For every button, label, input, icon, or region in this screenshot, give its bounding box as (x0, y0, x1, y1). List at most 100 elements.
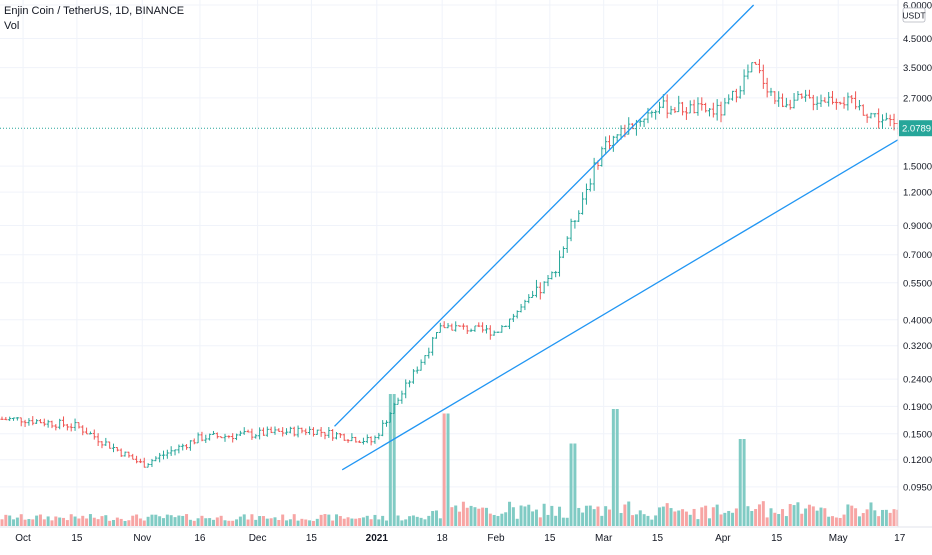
volume-bar (688, 514, 692, 526)
volume-bar (35, 515, 39, 526)
price-axis[interactable]: 6.0000 4.5000 3.5000 2.7000 1.5000 1.2000 0.90… (897, 0, 932, 550)
volume-bar (608, 509, 612, 526)
volume-bar (154, 514, 158, 526)
trendlines[interactable] (334, 4, 932, 471)
volume-bar (723, 512, 727, 526)
volume-bar (692, 508, 696, 526)
time-tick-label: Mar (595, 533, 613, 544)
volume-bar (477, 508, 481, 526)
volume-bar (746, 506, 750, 526)
volume-bar (584, 505, 588, 526)
time-tick-label: 15 (771, 533, 783, 544)
volume-bar (588, 505, 592, 526)
volume-bar (138, 518, 142, 526)
volume-bar (58, 517, 62, 526)
price-tick-label: 0.4000 (903, 315, 932, 326)
volume-bar (335, 514, 339, 526)
volume-bar (81, 515, 85, 526)
volume-bar (504, 512, 508, 526)
volume-bar (773, 512, 777, 526)
volume-bar (77, 518, 81, 526)
symbol-title[interactable]: Enjin Coin / TetherUS, 1D, BINANCE (4, 5, 185, 17)
volume-bar (727, 510, 731, 526)
volume-bar (173, 517, 177, 526)
volume-bar (177, 515, 181, 526)
volume-bar (112, 519, 116, 526)
chart-legend: Enjin Coin / TetherUS, 1D, BINANCE Vol (4, 4, 184, 34)
volume-bar (338, 516, 342, 526)
volume-bar (331, 520, 335, 526)
volume-bar (600, 515, 604, 526)
volume-bar (527, 504, 531, 526)
price-axis-bg (898, 0, 932, 550)
volume-bar (188, 519, 192, 526)
volume-bar (62, 517, 66, 526)
volume-bar (815, 510, 819, 526)
time-tick-label: 15 (71, 533, 83, 544)
time-tick-label: 15 (544, 533, 556, 544)
price-tick-label: 0.7000 (903, 250, 932, 261)
volume-bar (784, 516, 788, 526)
volume-bar (92, 517, 96, 526)
volume-bar (142, 520, 146, 526)
volume-bar (446, 413, 450, 526)
volume-bar (354, 518, 358, 526)
volume-bar (581, 512, 585, 526)
volume-bar (508, 501, 512, 526)
volume-bar (511, 507, 515, 526)
volume-bar (700, 507, 704, 526)
volume-bar (546, 514, 550, 526)
volume-bar (319, 514, 323, 526)
volume-bar (42, 519, 46, 526)
volume-bar (431, 511, 435, 526)
volume-bar (634, 514, 638, 526)
volume-bar (842, 514, 846, 526)
volume-bar (258, 516, 262, 526)
volume-bar (846, 504, 850, 526)
volume-bar (465, 507, 469, 526)
volume-bar (650, 519, 654, 526)
volume-bar (327, 514, 331, 526)
volume-bar (146, 516, 150, 526)
volume-bar (661, 506, 665, 526)
volume-bar (684, 511, 688, 526)
time-tick-label: 16 (194, 533, 206, 544)
time-axis[interactable]: Oct 15 Nov 16 Dec 15 2021 18 Feb 15 Mar 15 Apr 15 May 1… (0, 526, 932, 550)
volume-bar (392, 394, 396, 526)
time-tick-label: 18 (437, 533, 449, 544)
volume-bar (523, 506, 527, 526)
volume-bar (46, 516, 50, 526)
volume-bar (404, 519, 408, 526)
volume-bar (469, 505, 473, 526)
volume-bar (427, 515, 431, 526)
volume-bar (569, 443, 573, 526)
time-tick-label: Dec (249, 533, 267, 544)
volume-bar (888, 512, 892, 526)
volume-bar (381, 515, 385, 526)
volume-bar (538, 517, 542, 526)
time-tick-label: 15 (306, 533, 318, 544)
volume-bar (211, 519, 215, 526)
volume-bar (8, 515, 12, 526)
volume-bar (819, 507, 823, 526)
volume-bar (442, 413, 446, 526)
volume-bar (788, 504, 792, 526)
volume-bar (707, 518, 711, 526)
volume-bar (38, 514, 42, 526)
volume-bar (242, 514, 246, 526)
time-tick-label: May (829, 533, 848, 544)
volume-bar (792, 505, 796, 526)
volume-bar (135, 514, 139, 526)
volume-bar (458, 511, 462, 526)
volume-bar (223, 520, 227, 526)
volume-bar (719, 514, 723, 526)
volume-bar (281, 514, 285, 526)
volume-bar (454, 505, 458, 526)
price-tick-label: 4.5000 (903, 34, 932, 45)
volume-bar (150, 514, 154, 526)
volume-bar (761, 501, 765, 526)
volume-bar (219, 515, 223, 526)
volume-label[interactable]: Vol (4, 20, 20, 32)
